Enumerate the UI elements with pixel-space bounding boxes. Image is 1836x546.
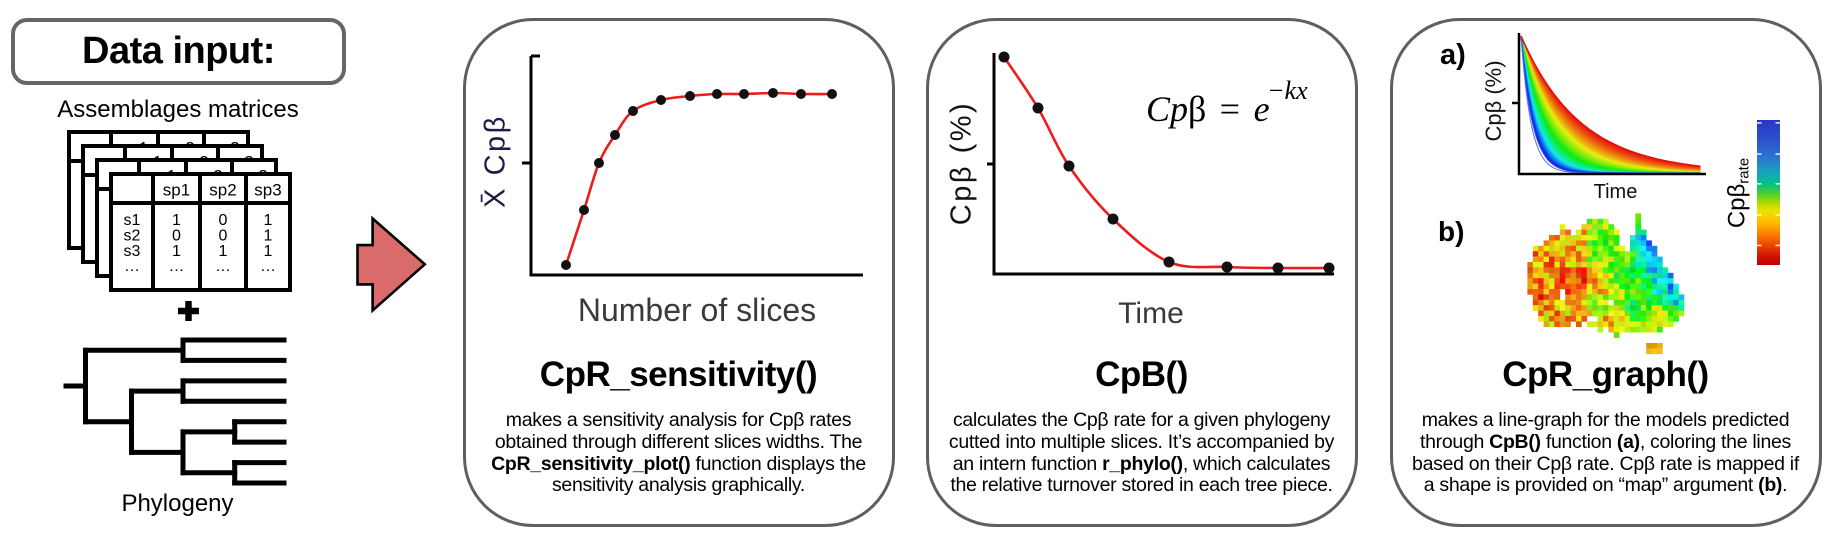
svg-text:s3: s3 [124, 243, 141, 260]
svg-text:s2: s2 [124, 228, 141, 245]
svg-text:…: … [169, 258, 185, 275]
svg-text:…: … [260, 258, 276, 275]
svg-text:1: 1 [264, 212, 273, 229]
svg-text:sp3: sp3 [254, 181, 281, 200]
svg-text:0: 0 [172, 228, 181, 245]
svg-text:1: 1 [264, 228, 273, 245]
svg-text:1: 1 [219, 243, 228, 260]
svg-text:…: … [124, 258, 140, 275]
svg-text:sp2: sp2 [209, 181, 236, 200]
svg-text:1: 1 [264, 243, 273, 260]
svg-text:s1: s1 [124, 212, 141, 229]
svg-text:1: 1 [172, 243, 181, 260]
svg-text:0: 0 [219, 212, 228, 229]
svg-text:…: … [215, 258, 231, 275]
svg-text:1: 1 [172, 212, 181, 229]
svg-text:0: 0 [219, 228, 228, 245]
svg-text:sp1: sp1 [163, 181, 190, 200]
